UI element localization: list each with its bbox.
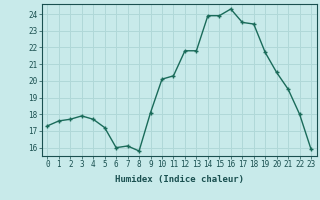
X-axis label: Humidex (Indice chaleur): Humidex (Indice chaleur) bbox=[115, 175, 244, 184]
